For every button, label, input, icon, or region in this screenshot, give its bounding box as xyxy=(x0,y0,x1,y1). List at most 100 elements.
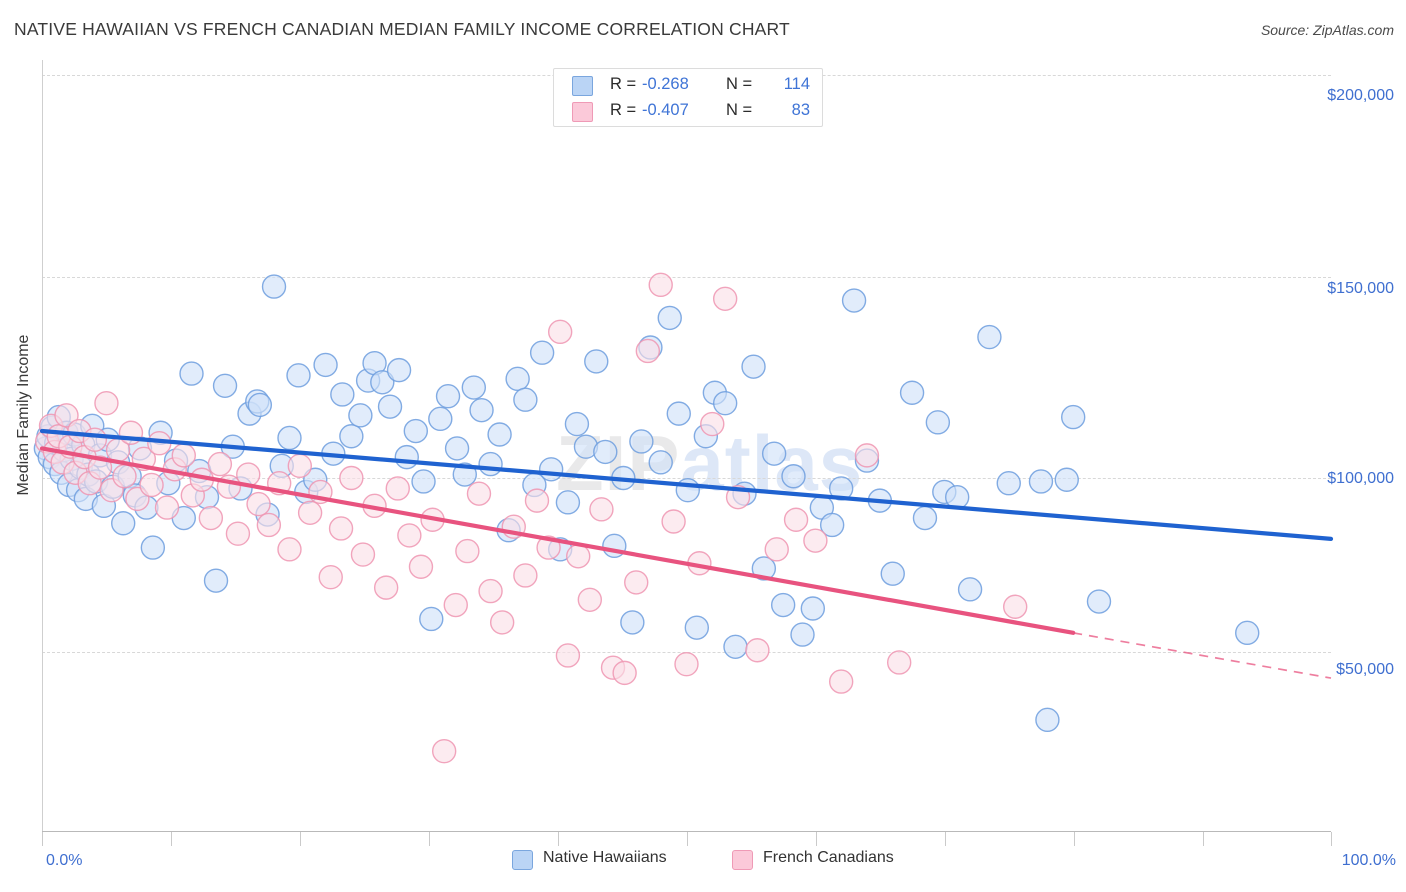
data-point xyxy=(566,544,591,569)
data-point xyxy=(403,418,429,444)
data-point xyxy=(397,523,422,548)
data-point xyxy=(478,451,503,477)
data-point xyxy=(745,638,770,663)
data-point xyxy=(1060,404,1086,430)
data-point xyxy=(287,453,312,479)
data-point xyxy=(225,521,251,546)
stats-r-key-0: R = xyxy=(610,75,637,93)
data-point xyxy=(712,390,738,416)
data-point xyxy=(408,554,434,579)
data-point xyxy=(212,373,238,398)
stats-r-value-0: -0.268 xyxy=(642,75,689,93)
data-point xyxy=(513,563,538,588)
data-point xyxy=(957,577,983,602)
data-point xyxy=(286,363,311,388)
data-point xyxy=(819,512,845,538)
data-point xyxy=(443,592,468,618)
data-point xyxy=(700,411,725,437)
correlation-stats-box: R = -0.268 N = 114 R = -0.407 N = 83 xyxy=(553,68,823,127)
data-point xyxy=(277,425,302,451)
data-point xyxy=(524,488,550,513)
data-point xyxy=(886,650,912,675)
x-tick-label-max: 100.0% xyxy=(1341,852,1396,869)
data-point xyxy=(783,507,809,532)
data-point xyxy=(277,537,302,562)
data-point xyxy=(828,669,854,694)
data-point xyxy=(513,387,538,412)
trendline-french-canadians xyxy=(39,446,1076,635)
data-point xyxy=(751,556,777,581)
data-point xyxy=(899,380,925,405)
data-point xyxy=(841,288,867,313)
data-point xyxy=(111,511,136,536)
data-point xyxy=(461,375,487,400)
data-point xyxy=(657,305,682,331)
data-point xyxy=(348,403,373,428)
data-point xyxy=(648,450,673,475)
data-point xyxy=(466,481,492,506)
data-point xyxy=(764,537,789,562)
data-point xyxy=(593,439,618,465)
data-point xyxy=(803,528,828,553)
stats-n-key-0: N = xyxy=(726,75,753,93)
data-point xyxy=(648,272,673,298)
data-point xyxy=(54,403,79,428)
data-point xyxy=(394,444,419,470)
data-point xyxy=(256,512,282,538)
data-point xyxy=(564,411,590,437)
data-point xyxy=(712,286,738,311)
stats-swatch-blue xyxy=(572,76,593,96)
data-point xyxy=(469,397,494,423)
x-tick xyxy=(300,832,301,846)
data-point xyxy=(589,497,614,522)
data-point xyxy=(339,465,364,491)
data-point xyxy=(684,615,710,640)
data-point xyxy=(297,500,323,525)
data-point xyxy=(171,443,196,468)
x-axis-line xyxy=(42,831,1331,832)
data-point xyxy=(666,401,691,426)
x-tick xyxy=(558,832,559,846)
data-point xyxy=(489,610,515,635)
data-point xyxy=(996,471,1021,496)
trendline-french-canadians-extrapolated xyxy=(1073,632,1332,679)
data-point xyxy=(555,643,581,668)
x-tick xyxy=(1203,832,1204,846)
stats-swatch-pink xyxy=(572,102,593,122)
data-point xyxy=(854,443,880,468)
data-point xyxy=(350,542,376,567)
data-point xyxy=(318,564,343,590)
data-point xyxy=(487,422,512,447)
stats-row-native-hawaiians: R = -0.268 N = 114 xyxy=(554,73,824,99)
x-tick xyxy=(687,832,688,846)
stats-r-key-1: R = xyxy=(610,101,637,119)
data-point xyxy=(1003,594,1028,619)
data-point xyxy=(925,410,951,435)
data-point xyxy=(538,457,564,482)
data-point xyxy=(741,354,766,379)
data-point xyxy=(505,366,530,392)
data-point xyxy=(770,592,796,618)
chart-legend: Native Hawaiians French Canadians xyxy=(0,848,1406,882)
data-point xyxy=(1035,707,1060,733)
stats-n-value-0: 114 xyxy=(783,75,810,93)
data-point xyxy=(781,464,806,489)
data-point xyxy=(555,490,581,515)
data-point xyxy=(577,587,603,612)
data-point xyxy=(370,370,395,395)
data-point xyxy=(478,578,503,604)
x-tick xyxy=(171,832,172,846)
data-point xyxy=(112,464,137,489)
data-point xyxy=(419,606,444,632)
data-point xyxy=(675,477,700,503)
data-point xyxy=(82,427,108,452)
data-point xyxy=(547,319,573,345)
data-point xyxy=(977,324,1002,350)
x-tick xyxy=(429,832,430,846)
chart-title: NATIVE HAWAIIAN VS FRENCH CANADIAN MEDIA… xyxy=(14,19,790,39)
stats-n-value-1: 83 xyxy=(791,101,810,119)
data-point xyxy=(1028,469,1054,494)
data-point xyxy=(1054,467,1079,492)
y-tick-label-100000: $100,000 xyxy=(1327,470,1394,487)
